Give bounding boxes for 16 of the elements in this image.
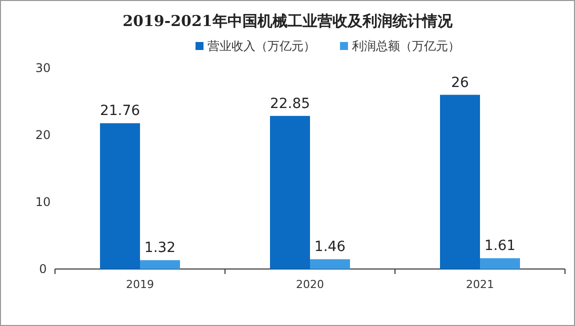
legend-label: 营业收入（万亿元） [208,39,316,53]
x-tick-label: 2020 [296,278,324,291]
y-tick-label: 30 [35,61,51,75]
x-tick-label: 2019 [126,278,154,291]
data-label: 1.46 [314,239,346,256]
legend-label: 利润总额（万亿元） [352,39,460,53]
chart-title: 2019-2021年中国机械工业营收及利润统计情况 [122,12,454,30]
y-tick-label: 20 [35,128,51,142]
data-label: 1.61 [484,238,516,254]
data-label: 1.32 [144,240,176,256]
data-label: 21.76 [100,103,140,120]
data-label: 26 [451,74,469,91]
y-tick-label: 10 [35,195,51,209]
x-tick-label: 2021 [466,278,494,291]
y-tick-label: 0 [39,262,47,276]
data-label: 22.85 [270,96,310,112]
